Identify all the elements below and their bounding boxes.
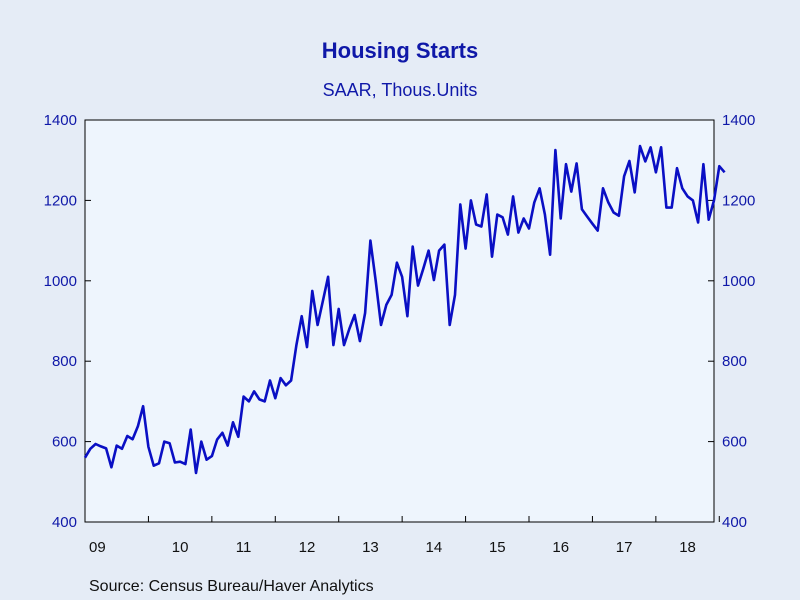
- y-tick-label-right: 600: [722, 434, 747, 451]
- x-tick-label: 13: [362, 539, 379, 556]
- x-tick-label: 11: [236, 539, 252, 556]
- y-tick-label-right: 1400: [722, 112, 755, 129]
- x-tick-label: 10: [172, 539, 189, 556]
- x-axis: 09 10 11 12 13 14 15 16 17 18: [84, 516, 720, 556]
- source-note: Source: Census Bureau/Haver Analytics: [89, 578, 374, 595]
- chart-subtitle: SAAR, Thous.Units: [322, 80, 478, 100]
- plot-area: [84, 119, 715, 523]
- y-tick-label-left: 1400: [44, 112, 77, 129]
- series-line: [83, 144, 716, 475]
- y-tick-label-left: 400: [52, 514, 77, 531]
- y-tick-label-right: 800: [722, 353, 747, 370]
- y-tick-label-right: 1000: [722, 273, 755, 290]
- x-tick-label: 18: [679, 539, 696, 556]
- y-tick-label-right: 400: [722, 514, 747, 531]
- right-y-axis: 400 600 800 1000 1200 1400: [708, 112, 755, 531]
- x-tick-label: 14: [426, 539, 443, 556]
- x-tick-label: 15: [489, 539, 506, 556]
- y-tick-label-left: 600: [52, 434, 77, 451]
- y-tick-label-left: 1200: [44, 192, 77, 209]
- x-tick-label: 16: [552, 539, 569, 556]
- x-tick-label: 12: [299, 539, 316, 556]
- chart-title: Housing Starts: [321, 38, 479, 63]
- x-tick-label: 17: [616, 539, 633, 556]
- left-y-axis: 400 600 800 1000 1200 1400: [44, 112, 91, 531]
- x-tick-label: 09: [89, 539, 106, 556]
- series-group: [83, 144, 726, 475]
- y-tick-label-right: 1200: [722, 192, 755, 209]
- series-line: [712, 164, 726, 201]
- y-tick-label-left: 800: [52, 353, 77, 370]
- y-tick-label-left: 1000: [44, 273, 77, 290]
